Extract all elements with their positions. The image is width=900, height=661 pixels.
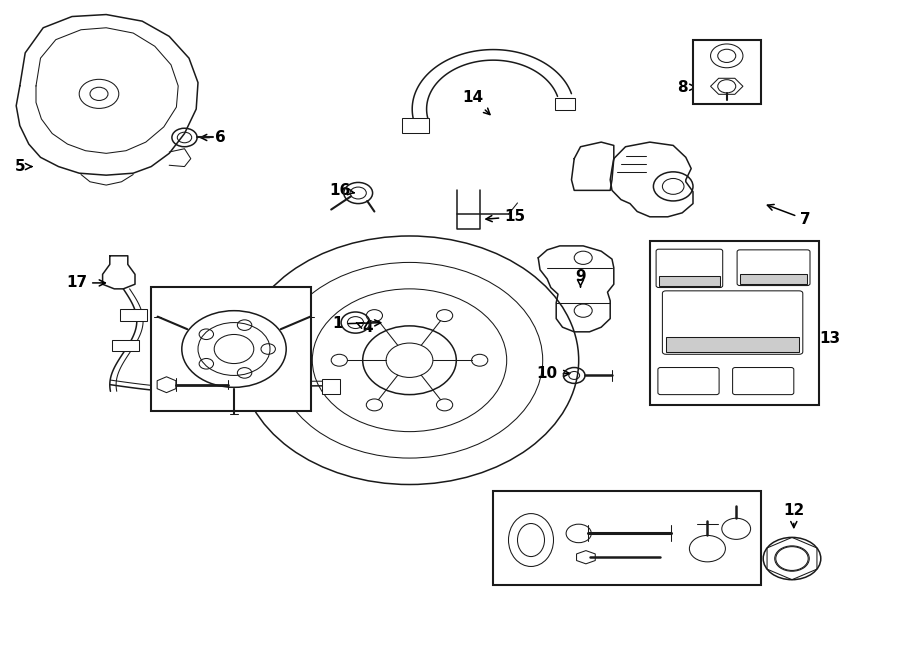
Text: 6: 6 — [201, 130, 226, 145]
Text: 17: 17 — [66, 276, 105, 290]
Text: 2: 2 — [238, 344, 302, 359]
FancyBboxPatch shape — [737, 250, 810, 286]
Text: 13: 13 — [819, 331, 841, 346]
Text: 3: 3 — [201, 384, 229, 399]
Bar — [659, 276, 720, 286]
Bar — [120, 309, 147, 321]
Text: 8: 8 — [677, 80, 696, 95]
Ellipse shape — [518, 524, 544, 557]
Text: 9: 9 — [575, 269, 586, 287]
Bar — [493, 491, 761, 585]
Ellipse shape — [508, 514, 554, 566]
Text: 1: 1 — [332, 317, 381, 331]
Text: 4: 4 — [356, 320, 373, 334]
Text: 11: 11 — [594, 494, 616, 508]
Text: 10: 10 — [536, 366, 570, 381]
Bar — [322, 379, 340, 394]
Text: 14: 14 — [462, 91, 490, 114]
Bar — [112, 340, 140, 352]
FancyBboxPatch shape — [658, 368, 719, 395]
Bar — [402, 118, 429, 133]
Text: 7: 7 — [768, 204, 811, 227]
Bar — [555, 98, 575, 110]
FancyBboxPatch shape — [656, 249, 723, 288]
Text: 12: 12 — [783, 503, 805, 527]
Bar — [151, 287, 311, 411]
Text: 16: 16 — [329, 183, 354, 198]
FancyBboxPatch shape — [662, 291, 803, 354]
Bar — [740, 274, 807, 284]
Bar — [693, 40, 760, 104]
FancyBboxPatch shape — [733, 368, 794, 395]
Text: 5: 5 — [14, 159, 32, 174]
Text: 15: 15 — [486, 210, 526, 224]
Bar — [666, 337, 799, 352]
Bar — [650, 241, 819, 405]
